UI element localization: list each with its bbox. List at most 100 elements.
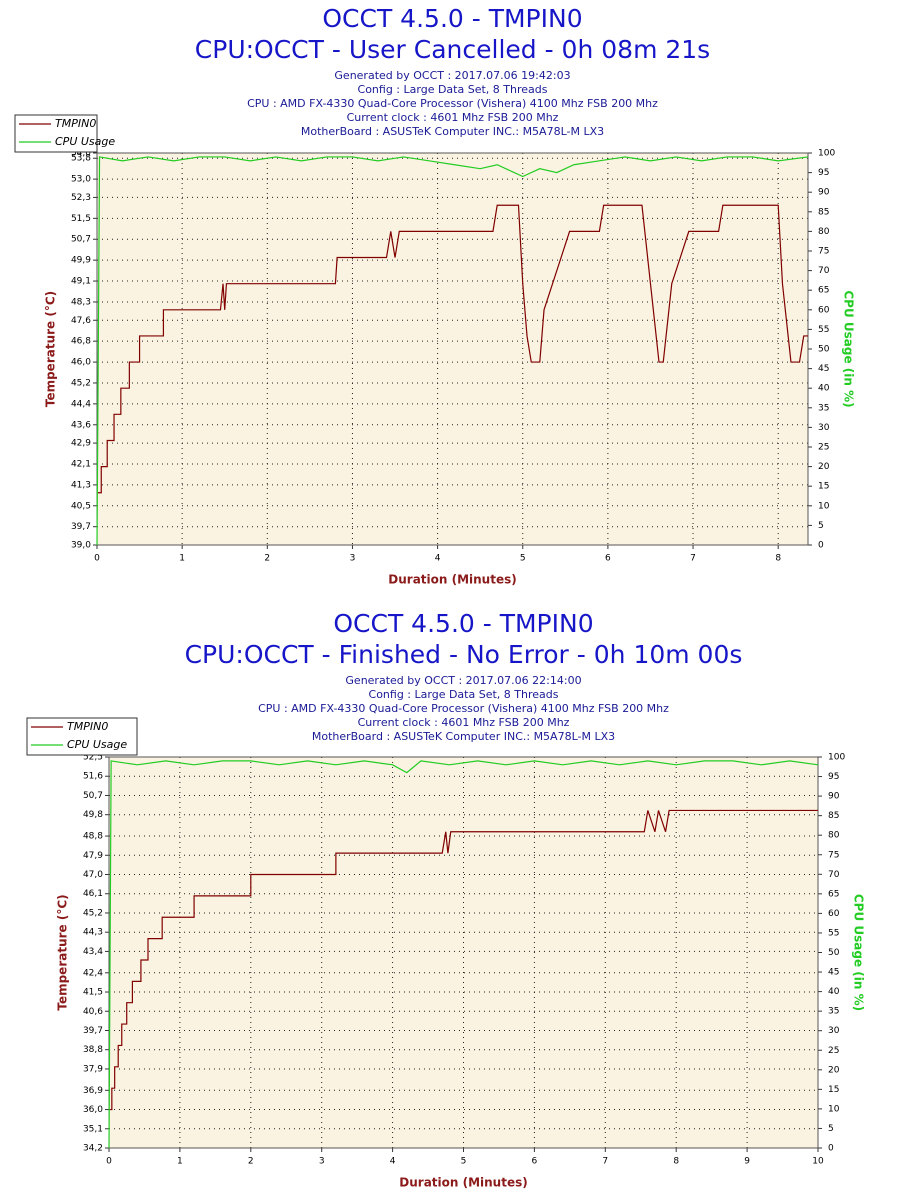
y2-tick-label: 60 — [818, 305, 830, 315]
y2-tick-label: 100 — [828, 753, 845, 763]
y2-tick-label: 85 — [828, 811, 839, 821]
y-tick-label: 48,3 — [71, 297, 91, 307]
chart-detail: MotherBoard : ASUSTeK Computer INC.: M5A… — [312, 730, 615, 743]
y2-tick-label: 95 — [818, 168, 829, 178]
y-tick-label: 37,9 — [83, 1064, 103, 1074]
y-tick-label: 46,0 — [71, 358, 91, 368]
data-line — [97, 204, 808, 494]
y-tick-label: 39,0 — [71, 541, 91, 551]
chart-detail: Config : Large Data Set, 8 Threads — [369, 688, 559, 701]
y2-tick-label: 35 — [828, 1007, 839, 1017]
chart-detail: Config : Large Data Set, 8 Threads — [358, 83, 548, 96]
y2-tick-label: 0 — [818, 541, 824, 551]
y-tick-label: 43,4 — [83, 947, 103, 957]
y-tick-label: 49,8 — [83, 810, 103, 820]
legend-box — [14, 114, 98, 153]
y2-tick-label: 5 — [818, 521, 824, 531]
y-tick-label: 42,9 — [71, 439, 91, 449]
x-axis-label: Duration (Minutes) — [399, 1176, 527, 1190]
x-tick-label: 7 — [690, 554, 696, 564]
y2-tick-label: 70 — [828, 870, 840, 880]
y2-tick-label: 80 — [828, 831, 840, 841]
plot-area — [97, 153, 808, 545]
y2-tick-label: 10 — [828, 1104, 840, 1114]
y-tick-label: 44,3 — [83, 928, 103, 938]
y2-tick-label: 15 — [818, 482, 829, 492]
x-tick-label: 4 — [435, 554, 441, 564]
y-tick-label: 45,2 — [71, 378, 91, 388]
x-tick-label: 0 — [106, 1157, 112, 1167]
chart-subtitle: CPU:OCCT - Finished - No Error - 0h 10m … — [185, 640, 743, 669]
y2-tick-label: 90 — [818, 188, 830, 198]
x-tick-label: 3 — [319, 1157, 325, 1167]
y-tick-label: 36,0 — [83, 1105, 103, 1115]
y-tick-label: 51,5 — [71, 214, 91, 224]
y-tick-label: 40,6 — [83, 1007, 103, 1017]
y-tick-label: 34,2 — [83, 1144, 103, 1154]
x-tick-label: 1 — [177, 1157, 183, 1167]
y2-tick-label: 45 — [828, 968, 839, 978]
legend-label: CPU Usage — [67, 738, 127, 751]
y-tick-label: 50,7 — [71, 235, 91, 245]
y-tick-label: 51,6 — [83, 772, 103, 782]
data-line — [96, 156, 809, 546]
y-tick-label: 41,5 — [83, 988, 103, 998]
y2-tick-label: 75 — [828, 850, 839, 860]
y-tick-label: 45,2 — [83, 908, 103, 918]
y-tick-label: 43,6 — [71, 420, 91, 430]
y2-tick-label: 25 — [828, 1046, 839, 1056]
y2-tick-label: 30 — [828, 1026, 840, 1036]
chart-detail: CPU : AMD FX-4330 Quad-Core Processor (V… — [258, 702, 669, 715]
x-tick-label: 4 — [390, 1157, 396, 1167]
y2-tick-label: 60 — [828, 909, 840, 919]
y2-tick-label: 80 — [818, 227, 830, 237]
y-tick-label: 46,8 — [71, 337, 91, 347]
y-tick-label: 47,0 — [83, 870, 103, 880]
y2-tick-label: 35 — [818, 403, 829, 413]
y-tick-label: 54,0 — [71, 149, 91, 159]
x-tick-label: 6 — [532, 1157, 538, 1167]
chart-title: OCCT 4.5.0 - TMPIN0 — [322, 4, 582, 33]
y2-tick-label: 65 — [828, 889, 839, 899]
y-axis-label: Temperature (°C) — [56, 894, 70, 1010]
y-tick-label: 39,7 — [71, 522, 91, 532]
x-tick-label: 5 — [520, 554, 526, 564]
y2-tick-label: 50 — [828, 948, 840, 958]
x-tick-label: 8 — [673, 1157, 679, 1167]
y-tick-label: 50,7 — [83, 791, 103, 801]
x-tick-label: 6 — [605, 554, 611, 564]
x-tick-label: 2 — [248, 1157, 254, 1167]
y2-tick-label: 95 — [828, 772, 839, 782]
x-tick-label: 2 — [264, 554, 270, 564]
y-tick-label: 42,4 — [83, 968, 103, 978]
x-tick-label: 1 — [179, 554, 185, 564]
y-tick-label: 35,1 — [83, 1124, 103, 1134]
y2-tick-label: 65 — [818, 286, 829, 296]
y-tick-label: 49,1 — [71, 277, 91, 287]
data-line — [108, 760, 819, 1149]
y-tick-label: 38,8 — [83, 1045, 103, 1055]
y-tick-label: 47,6 — [71, 316, 91, 326]
chart-detail: Generated by OCCT : 2017.07.06 22:14:00 — [345, 674, 581, 687]
y2-tick-label: 25 — [818, 443, 829, 453]
x-tick-label: 5 — [461, 1157, 467, 1167]
y-tick-label: 49,9 — [71, 256, 91, 266]
y2-tick-label: 45 — [818, 364, 829, 374]
chart-detail: CPU : AMD FX-4330 Quad-Core Processor (V… — [247, 97, 658, 110]
y2-tick-label: 40 — [828, 987, 840, 997]
data-line — [109, 809, 818, 1111]
legend-label: TMPIN0 — [55, 117, 96, 130]
y-tick-label: 41,3 — [71, 480, 91, 490]
y2-axis-label: CPU Usage (in %) — [852, 894, 866, 1011]
y2-tick-label: 100 — [818, 149, 835, 159]
x-tick-label: 0 — [94, 554, 100, 564]
chart-detail: Generated by OCCT : 2017.07.06 19:42:03 — [334, 69, 570, 82]
chart-detail: Current clock : 4601 Mhz FSB 200 Mhz — [347, 111, 559, 124]
y2-tick-label: 5 — [828, 1124, 834, 1134]
x-tick-label: 7 — [602, 1157, 608, 1167]
x-tick-label: 10 — [812, 1157, 824, 1167]
y2-tick-label: 50 — [818, 345, 830, 355]
y2-tick-label: 85 — [818, 207, 829, 217]
